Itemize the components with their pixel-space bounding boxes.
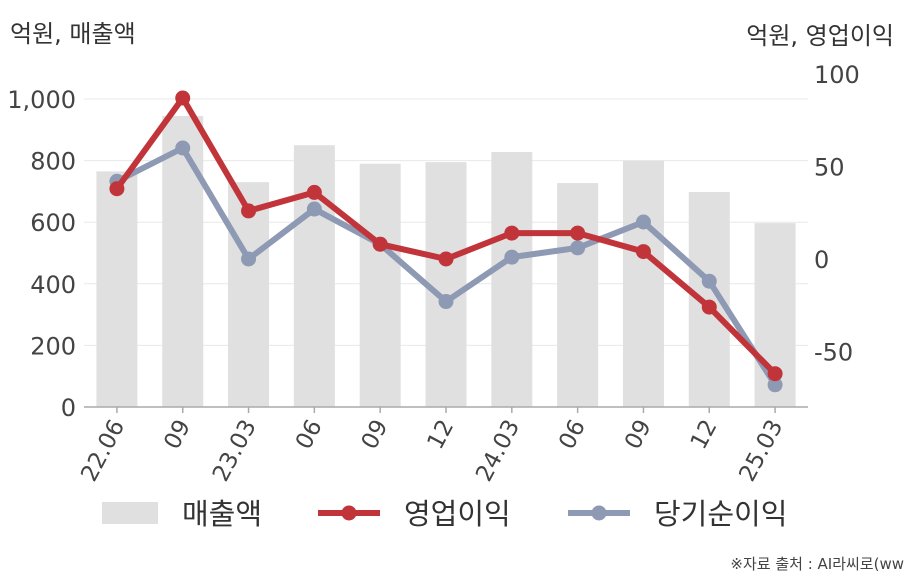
series-point xyxy=(306,201,322,217)
x-tick-label: 12 xyxy=(686,416,723,454)
x-tick-label: 24.03 xyxy=(471,416,525,486)
series-point xyxy=(306,184,322,200)
series-point xyxy=(438,294,454,310)
x-tick-label: 06 xyxy=(291,416,328,454)
y-right-tick-label: -50 xyxy=(814,339,853,367)
legend-marker xyxy=(341,505,357,521)
source-note: ※자료 출처 : AI라씨로(ww xyxy=(730,555,904,573)
x-tick-label: 12 xyxy=(423,416,460,454)
right-axis-unit: 억원, 영업이익 xyxy=(746,22,894,50)
x-tick-label: 06 xyxy=(554,416,591,454)
y-left-tick-label: 800 xyxy=(30,148,76,176)
x-tick-label: 09 xyxy=(620,416,657,454)
y-left-tick-label: 600 xyxy=(30,209,76,237)
x-tick-label: 09 xyxy=(159,416,196,454)
y-right-tick-label: 100 xyxy=(814,61,860,89)
series-point xyxy=(767,366,783,382)
series-point xyxy=(175,140,191,156)
bar xyxy=(425,162,467,407)
y-left-tick-label: 1,000 xyxy=(7,86,76,114)
x-tick-label: 09 xyxy=(357,416,394,454)
legend-label: 매출액 xyxy=(182,497,262,531)
y-left-tick-label: 200 xyxy=(30,332,76,360)
bar xyxy=(293,145,335,407)
series-point xyxy=(767,377,783,393)
left-axis-unit: 억원, 매출액 xyxy=(10,20,136,48)
bar xyxy=(228,182,270,407)
series-point xyxy=(701,273,717,289)
y-left-tick-label: 400 xyxy=(30,271,76,299)
bar xyxy=(96,171,138,407)
x-tick-label: 23.03 xyxy=(208,416,262,486)
bar xyxy=(622,160,664,407)
series-point xyxy=(504,249,520,265)
series-point xyxy=(635,214,651,230)
bar xyxy=(162,115,204,407)
series-point xyxy=(504,225,520,241)
series-point xyxy=(635,244,651,260)
series-point xyxy=(241,251,257,267)
y-left-tick-label: 0 xyxy=(61,394,76,422)
series-point xyxy=(241,203,257,219)
y-right-tick-label: 50 xyxy=(814,154,845,182)
legend-swatch xyxy=(102,502,158,524)
series-point xyxy=(570,225,586,241)
bar xyxy=(557,183,599,407)
series-point xyxy=(175,90,191,106)
series-point xyxy=(372,236,388,252)
y-right-tick-label: 0 xyxy=(814,246,829,274)
bar xyxy=(491,151,533,407)
series-point xyxy=(438,251,454,267)
x-tick-label: 22.06 xyxy=(76,416,130,486)
legend-marker xyxy=(591,505,607,521)
x-tick-label: 25.03 xyxy=(735,416,789,486)
legend-label: 당기순이익 xyxy=(654,497,787,531)
legend-label: 영업이익 xyxy=(404,497,511,531)
series-point xyxy=(570,240,586,256)
series-point xyxy=(109,181,125,197)
bar xyxy=(359,163,401,407)
series-point xyxy=(701,299,717,315)
